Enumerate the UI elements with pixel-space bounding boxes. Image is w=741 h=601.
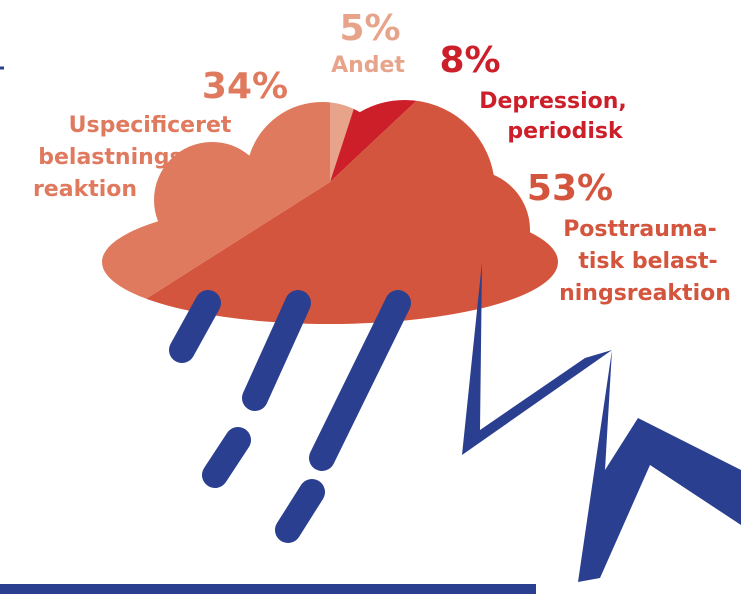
value-label: 53% (527, 168, 613, 209)
category-label: Andet (331, 53, 405, 78)
value-label: 34% (202, 66, 288, 107)
category-label: Depression,periodisk (479, 89, 627, 144)
infographic: 5% Andet 8% Depression,periodisk 53% Posttrau… (0, 0, 741, 601)
value-label: 8% (439, 40, 500, 81)
category-label: Posttrauma-tisk belast-ningsreaktion (559, 217, 731, 306)
value-label: 5% (339, 8, 400, 49)
lightning (462, 262, 741, 582)
rain (182, 303, 398, 530)
